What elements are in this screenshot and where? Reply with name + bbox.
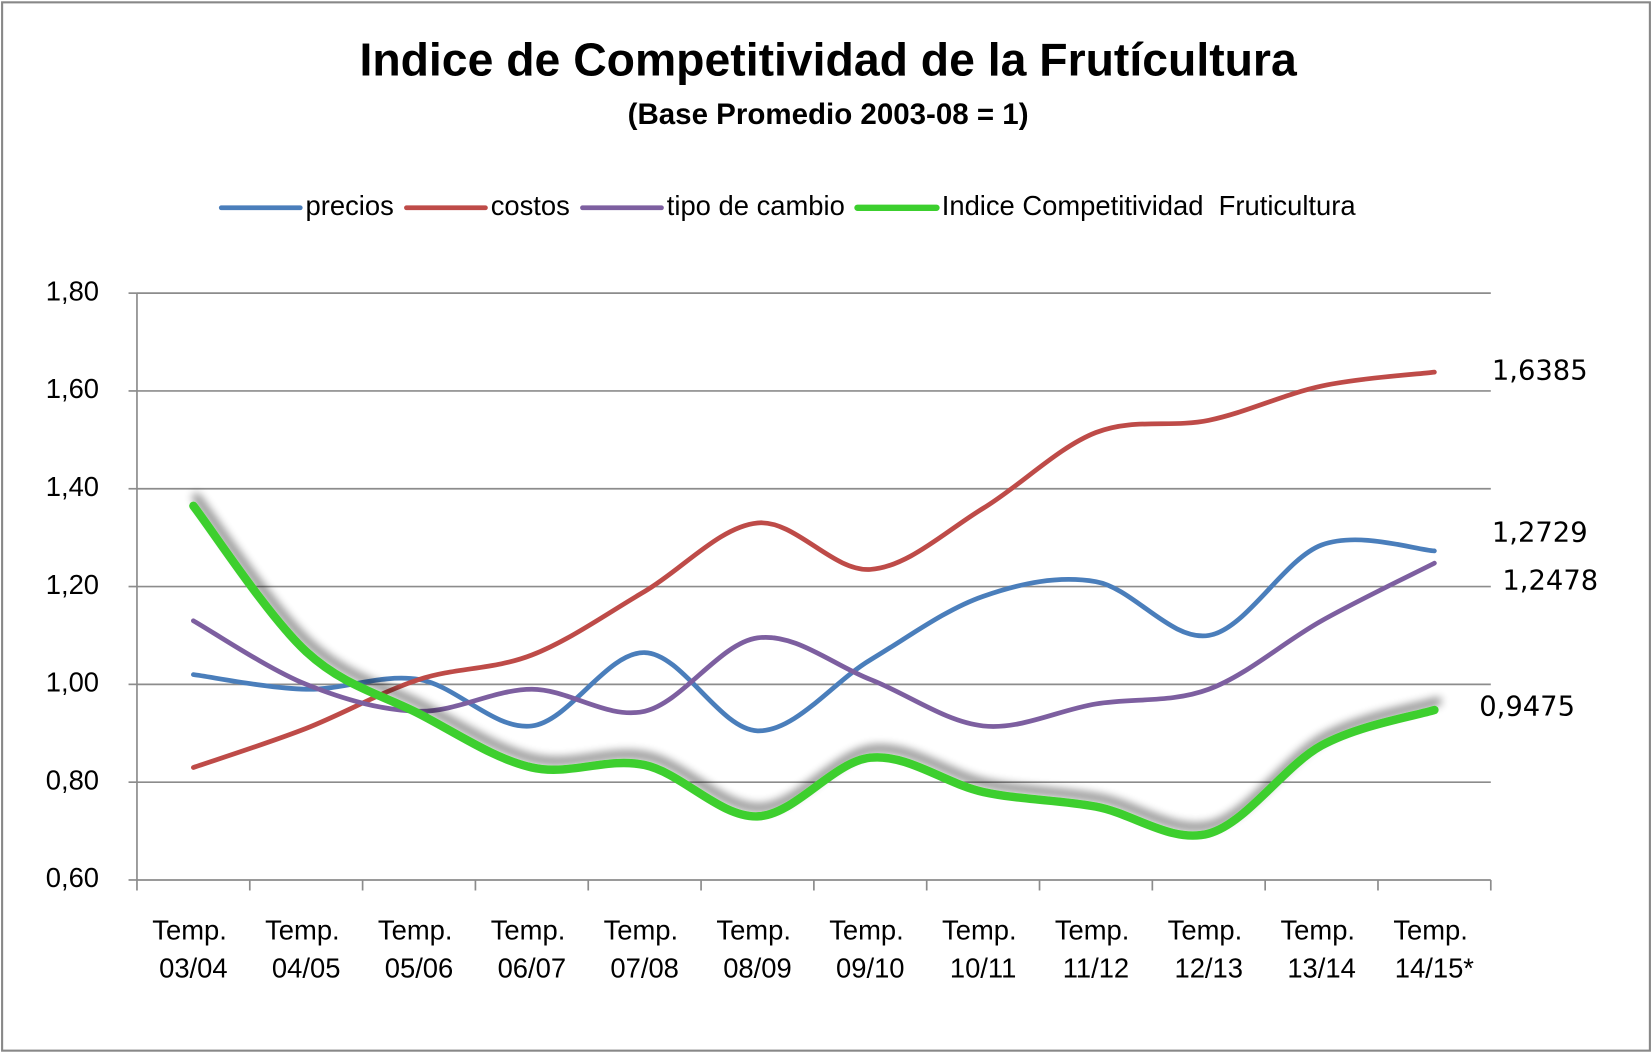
y-tick-label: 1,80 bbox=[46, 275, 99, 306]
series-line bbox=[191, 369, 1437, 770]
x-tick-label: Temp. 13/14 bbox=[1280, 915, 1362, 984]
y-tick-label: 0,80 bbox=[46, 764, 99, 795]
x-tick-label: Temp. 12/13 bbox=[1168, 915, 1250, 984]
series-line bbox=[189, 501, 1439, 840]
chart-subtitle: (Base Promedio 2003-08 = 1) bbox=[628, 98, 1029, 131]
legend: precios costos tipo de cambio Indice Compet… bbox=[218, 190, 1357, 221]
legend-label: Indice Competitividad Fruticultura bbox=[942, 190, 1357, 221]
y-tick-label: 1,00 bbox=[46, 667, 99, 698]
x-tick-label: Temp. 10/11 bbox=[942, 915, 1024, 984]
x-tick-label: Temp. 04/05 bbox=[265, 915, 347, 984]
x-tick-label: Temp. 11/12 bbox=[1055, 915, 1137, 984]
x-tick-label: Temp. 14/15* bbox=[1393, 915, 1475, 984]
legend-label: tipo de cambio bbox=[667, 190, 845, 221]
y-tick-label: 0,60 bbox=[46, 862, 99, 893]
x-tick-label: Temp. 03/04 bbox=[152, 915, 234, 984]
x-tick-label: Temp. 07/08 bbox=[604, 915, 686, 984]
data-label: 1,2729 bbox=[1492, 518, 1588, 549]
data-label: 1,2478 bbox=[1502, 566, 1598, 597]
data-label: 1,6385 bbox=[1492, 356, 1588, 387]
y-tick-label: 1,60 bbox=[46, 373, 99, 404]
x-tick-label: Temp. 08/09 bbox=[716, 915, 798, 984]
legend-label: precios bbox=[306, 190, 394, 221]
x-tick-label: Temp. 09/10 bbox=[829, 915, 911, 984]
data-label: 0,9475 bbox=[1479, 691, 1575, 722]
y-tick-label: 1,40 bbox=[46, 471, 99, 502]
y-tick-label: 1,20 bbox=[46, 569, 99, 600]
legend-label: costos bbox=[491, 190, 570, 221]
x-tick-label: Temp. 05/06 bbox=[378, 915, 460, 984]
chart-title: Indice de Competitividad de la Frutícult… bbox=[359, 34, 1298, 86]
x-tick-label: Temp. 06/07 bbox=[491, 915, 573, 984]
